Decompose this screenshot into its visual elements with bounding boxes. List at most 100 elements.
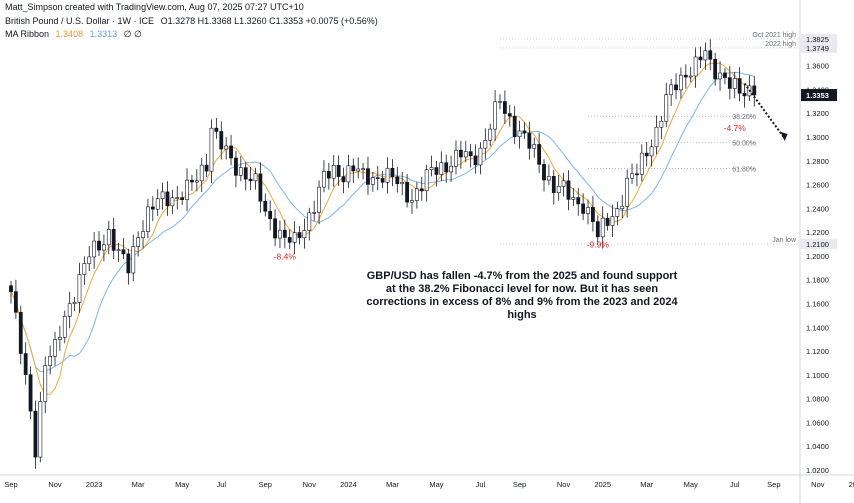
candle bbox=[194, 169, 199, 192]
candle-body bbox=[33, 410, 38, 458]
candle bbox=[9, 280, 13, 304]
candle-body bbox=[180, 197, 185, 201]
candle bbox=[591, 195, 595, 232]
drawdown-label: -4.7% bbox=[724, 123, 747, 133]
candle-body bbox=[732, 78, 737, 89]
candle bbox=[48, 345, 53, 375]
y-tick-label: 1.2600 bbox=[806, 181, 829, 190]
candle bbox=[683, 64, 688, 89]
candle-body bbox=[483, 139, 488, 149]
candle-body bbox=[439, 162, 444, 175]
candle-body bbox=[595, 221, 600, 238]
candle bbox=[395, 166, 400, 193]
candle-body bbox=[204, 164, 209, 172]
candle bbox=[493, 90, 498, 141]
level-label: Oct 2021 high bbox=[752, 32, 796, 39]
candle bbox=[331, 154, 336, 187]
fib-label: 38.20% bbox=[732, 114, 756, 121]
candle-body bbox=[292, 232, 297, 243]
candle-body bbox=[248, 178, 253, 182]
candle bbox=[654, 115, 659, 155]
symbol-title[interactable]: British Pound / U.S. Dollar · 1W · ICE bbox=[5, 16, 155, 26]
candle-body bbox=[395, 176, 400, 185]
candle-body bbox=[414, 188, 419, 201]
candle-body bbox=[752, 85, 757, 96]
candle-body bbox=[185, 179, 189, 201]
candle bbox=[551, 170, 556, 205]
x-tick-label: 2024 bbox=[340, 480, 357, 489]
candle-body bbox=[243, 167, 248, 180]
candle bbox=[322, 160, 326, 193]
candle-body bbox=[693, 56, 698, 77]
y-tick-label: 1.1000 bbox=[806, 371, 829, 380]
candle-body bbox=[13, 291, 18, 313]
candle bbox=[669, 78, 674, 106]
candle bbox=[273, 209, 277, 247]
candle-body bbox=[268, 210, 273, 220]
candle bbox=[522, 122, 527, 139]
candle-body bbox=[385, 167, 390, 183]
candle-body bbox=[639, 152, 644, 175]
candle bbox=[473, 144, 478, 174]
y-tick-label: 1.0800 bbox=[806, 395, 829, 404]
candle-body bbox=[463, 151, 468, 158]
y-tick-label: 1.1800 bbox=[806, 276, 829, 285]
candle bbox=[92, 232, 97, 269]
level-tag-value: 1.3749 bbox=[806, 44, 829, 53]
candle-body bbox=[449, 165, 454, 173]
candle bbox=[199, 158, 204, 193]
candle bbox=[571, 188, 576, 207]
candle bbox=[517, 120, 522, 149]
level-label: Jan low bbox=[772, 237, 797, 244]
candle bbox=[620, 195, 625, 219]
candle bbox=[33, 400, 38, 469]
candle bbox=[747, 75, 752, 102]
candle-body bbox=[512, 115, 517, 138]
candle bbox=[204, 153, 209, 178]
candle bbox=[116, 242, 121, 262]
candle-body bbox=[581, 203, 586, 214]
candle bbox=[18, 305, 23, 365]
candle-body bbox=[586, 207, 590, 214]
candle-body bbox=[679, 74, 683, 91]
candle bbox=[615, 201, 620, 226]
candle-body bbox=[18, 312, 23, 354]
candle-body bbox=[72, 302, 77, 305]
candle-body bbox=[375, 177, 380, 179]
candle-body bbox=[542, 164, 546, 181]
candle-body bbox=[498, 101, 502, 103]
candle bbox=[468, 143, 473, 168]
candle-body bbox=[302, 230, 307, 239]
candle-body bbox=[62, 316, 67, 338]
candle bbox=[150, 196, 155, 222]
indicator-name[interactable]: MA Ribbon bbox=[5, 29, 50, 39]
candle bbox=[121, 237, 126, 260]
candle bbox=[297, 226, 302, 245]
x-tick-label: May bbox=[684, 480, 698, 489]
projection-arrowhead bbox=[780, 132, 788, 142]
candle-body bbox=[282, 229, 287, 238]
candle-body bbox=[165, 191, 170, 207]
candle bbox=[87, 245, 92, 272]
y-tick-label: 1.2000 bbox=[806, 252, 829, 261]
candle-body bbox=[229, 145, 233, 159]
candle bbox=[410, 189, 414, 214]
x-tick-label: Sep bbox=[259, 480, 272, 489]
candle-body bbox=[410, 200, 414, 203]
fib-label: 50.00% bbox=[732, 140, 756, 147]
y-tick-label: 1.1400 bbox=[806, 323, 829, 332]
candle-body bbox=[160, 191, 165, 200]
x-tick-label: Sep bbox=[4, 480, 17, 489]
candle-body bbox=[605, 217, 610, 226]
candle bbox=[703, 42, 708, 70]
candle bbox=[268, 200, 273, 231]
candle bbox=[414, 182, 419, 209]
candle-body bbox=[312, 212, 317, 214]
candle-body bbox=[566, 180, 571, 200]
candle-body bbox=[57, 337, 62, 340]
candle-body bbox=[654, 126, 659, 148]
candle bbox=[28, 366, 33, 420]
candle-body bbox=[419, 188, 424, 192]
candle bbox=[312, 200, 317, 221]
